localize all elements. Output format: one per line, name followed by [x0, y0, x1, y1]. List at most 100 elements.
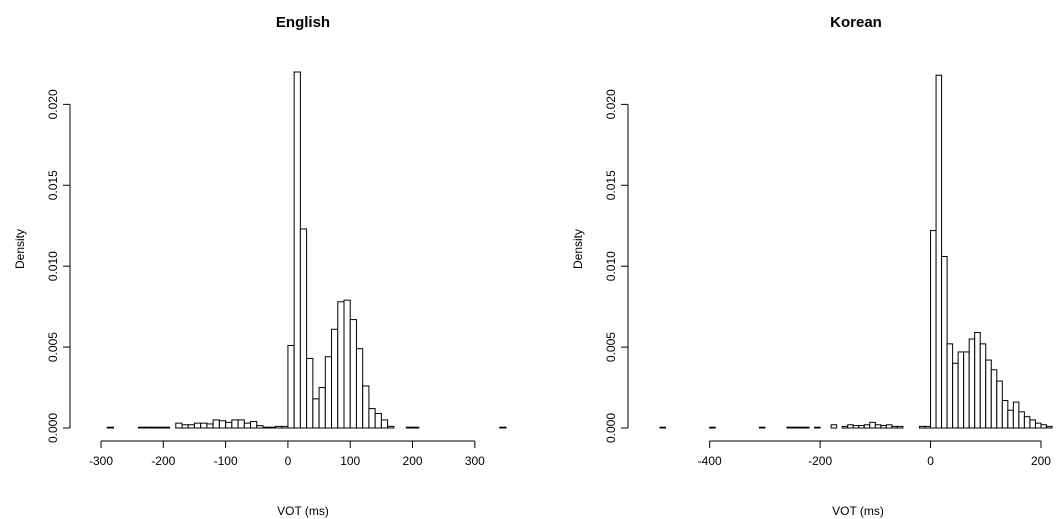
korean-bar-40 — [1029, 419, 1036, 429]
korean-bar-24 — [941, 255, 948, 429]
english-bar-13 — [218, 420, 227, 429]
korean-histogram-panel: Korean VOT (ms) Density -400 -200 0 200 0.0… — [571, 14, 1053, 518]
english-y-tick-label-0: 0.000 — [46, 413, 60, 443]
korean-bar-22 — [930, 230, 937, 429]
english-bar-43 — [499, 426, 507, 429]
korean-bar-26 — [952, 362, 959, 429]
english-chart-title: English — [276, 14, 330, 31]
korean-bar-15 — [874, 424, 882, 429]
english-bar-37 — [368, 408, 376, 429]
korean-bar-37 — [1012, 401, 1020, 429]
korean-y-axis-title: Density — [571, 229, 585, 269]
english-bar-11 — [206, 423, 214, 429]
english-bar-14 — [225, 421, 233, 429]
korean-bar-20 — [918, 425, 926, 429]
english-x-axis: -300 -200 -100 0 100 200 300 — [89, 440, 485, 468]
english-y-tick-label-4: 0.020 — [46, 89, 60, 119]
korean-bar-10 — [847, 424, 854, 429]
korean-bar-32 — [985, 359, 992, 429]
korean-bar-42 — [1040, 424, 1047, 429]
english-bar-23 — [281, 425, 289, 429]
korean-bar-35 — [1001, 399, 1009, 429]
english-bar-29 — [318, 387, 326, 429]
korean-bars — [659, 74, 1053, 429]
english-bar-28 — [312, 398, 320, 429]
english-x-tick-label-0: -300 — [89, 454, 113, 468]
english-x-tick-label-1: -200 — [151, 454, 175, 468]
korean-bar-39 — [1023, 416, 1031, 429]
english-histogram-panel: English VOT (ms) Density -300 -200 -100 0 10… — [13, 14, 507, 518]
english-bar-39 — [380, 419, 389, 429]
korean-bar-8 — [830, 424, 838, 429]
english-bar-16 — [237, 419, 245, 429]
english-bar-8 — [187, 424, 195, 429]
korean-y-axis: 0.000 0.005 0.010 0.015 0.020 — [604, 89, 629, 443]
english-x-tick-label-6: 300 — [465, 454, 485, 468]
english-x-tick-label-3: 0 — [285, 454, 292, 468]
english-y-tick-label-2: 0.010 — [46, 251, 60, 281]
korean-bar-27 — [957, 351, 965, 429]
korean-bar-33 — [990, 369, 998, 429]
korean-bar-41 — [1034, 422, 1042, 429]
korean-bar-17 — [885, 424, 893, 429]
english-bar-30 — [324, 356, 333, 429]
korean-x-tick-label-2: 0 — [927, 454, 934, 468]
english-bar-20 — [262, 426, 270, 429]
english-bars — [106, 71, 507, 429]
english-bar-17 — [243, 422, 252, 429]
korean-y-tick-label-4: 0.020 — [604, 89, 618, 119]
english-x-tick-label-2: -100 — [214, 454, 238, 468]
english-bar-41 — [405, 426, 414, 429]
korean-x-axis: -400 -200 0 200 — [698, 440, 1051, 468]
english-bar-26 — [299, 228, 308, 429]
korean-bar-0 — [659, 426, 667, 429]
english-bar-25 — [293, 71, 301, 429]
english-y-tick-label-3: 0.015 — [46, 170, 60, 200]
korean-bar-3 — [786, 426, 794, 429]
korean-bar-34 — [996, 380, 1003, 429]
korean-bar-9 — [841, 425, 849, 429]
korean-bar-25 — [946, 343, 954, 429]
english-y-axis-title: Density — [13, 229, 27, 269]
english-bar-32 — [337, 301, 345, 429]
english-x-tick-label-4: 100 — [340, 454, 360, 468]
korean-bar-6 — [803, 426, 810, 429]
korean-bar-5 — [797, 426, 805, 429]
korean-y-tick-label-3: 0.015 — [604, 170, 618, 200]
korean-bar-30 — [974, 332, 981, 429]
korean-bar-21 — [924, 425, 932, 429]
korean-bar-18 — [891, 425, 898, 429]
korean-y-tick-label-0: 0.000 — [604, 413, 618, 443]
english-bar-1 — [137, 426, 146, 429]
english-y-axis: 0.000 0.005 0.010 0.015 0.020 — [46, 89, 71, 443]
english-bar-35 — [355, 348, 364, 429]
english-bar-0 — [106, 426, 114, 429]
korean-bar-4 — [792, 426, 799, 429]
korean-bar-1 — [709, 426, 716, 429]
korean-chart-title: Korean — [830, 14, 882, 31]
english-bar-5 — [162, 426, 171, 429]
korean-y-tick-label-1: 0.005 — [604, 332, 618, 362]
english-bar-19 — [256, 425, 264, 429]
korean-bar-7 — [814, 426, 821, 429]
english-bar-6 — [175, 422, 183, 429]
korean-bar-12 — [858, 425, 865, 429]
english-bar-12 — [212, 419, 220, 429]
korean-y-tick-label-2: 0.010 — [604, 251, 618, 281]
english-bar-18 — [250, 421, 258, 429]
korean-bar-29 — [968, 338, 976, 429]
korean-bar-2 — [758, 426, 766, 429]
korean-x-tick-label-0: -400 — [698, 454, 722, 468]
english-x-tick-label-5: 200 — [403, 454, 423, 468]
korean-bar-16 — [880, 425, 887, 429]
english-bar-7 — [181, 424, 189, 429]
english-bar-34 — [349, 319, 357, 429]
korean-x-tick-label-1: -200 — [808, 454, 832, 468]
english-bar-40 — [387, 425, 395, 429]
english-bar-24 — [287, 344, 295, 429]
korean-bar-13 — [863, 424, 871, 429]
english-bar-2 — [144, 426, 152, 429]
korean-bar-43 — [1045, 425, 1053, 429]
english-bar-10 — [200, 422, 208, 429]
